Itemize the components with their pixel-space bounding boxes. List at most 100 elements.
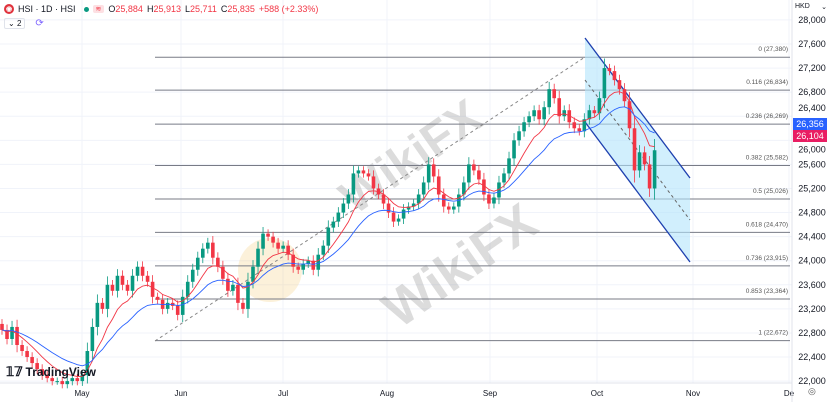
- fib-level-label: 0.736 (23,915): [746, 255, 788, 262]
- candle-body: [180, 296, 185, 315]
- candle-body: [55, 381, 60, 383]
- candle-body: [431, 164, 436, 177]
- candle-body: [502, 173, 506, 183]
- candle-body: [30, 357, 34, 364]
- candle-body: [211, 242, 215, 258]
- candle-body: [306, 260, 311, 264]
- candle-body: [637, 152, 642, 171]
- candle-body: [467, 164, 471, 183]
- candle-body: [346, 194, 351, 204]
- candle-body: [421, 182, 426, 195]
- channel-mid-line: [584, 79, 691, 221]
- price-tick-label: 22,000: [798, 376, 826, 386]
- ma-slow-price-tag: 26,356: [793, 118, 827, 130]
- settings-icon[interactable]: ◎: [808, 386, 816, 396]
- candle-body: [386, 203, 391, 213]
- market-open-icon: [83, 6, 89, 12]
- ma-fast-line: [1, 91, 655, 378]
- price-tick-label: 26,400: [798, 103, 826, 113]
- price-tick-label: 26,000: [798, 144, 826, 154]
- candle-body: [80, 375, 85, 382]
- candle-body: [512, 140, 516, 159]
- ma-slow-line: [1, 106, 655, 367]
- candle-body: [587, 110, 592, 120]
- fib-level-label: 0.618 (24,470): [746, 221, 788, 228]
- candle-body: [206, 242, 210, 249]
- candle-body: [391, 212, 396, 222]
- candle-body: [115, 275, 120, 291]
- currency-selector[interactable]: HKD ⌄: [795, 3, 827, 11]
- time-tick-label: Oct: [591, 389, 604, 398]
- candle-body: [95, 302, 100, 327]
- collapse-indicators-button[interactable]: ⌄ 2: [4, 18, 26, 29]
- chevron-down-icon: ⌄: [821, 4, 827, 11]
- candle-body: [381, 194, 386, 204]
- candle-body: [436, 176, 441, 195]
- candle-body: [632, 128, 637, 171]
- candle-body: [271, 236, 275, 243]
- channel-fill: [585, 38, 690, 262]
- candle-body: [411, 203, 416, 207]
- candle-body: [406, 206, 411, 210]
- candle-body: [517, 131, 521, 141]
- candle-body: [602, 68, 607, 99]
- candle-body: [321, 245, 326, 255]
- symbol-title[interactable]: HSI · 1D · HSI: [18, 4, 76, 14]
- candle-body: [622, 89, 627, 102]
- candle-body: [572, 122, 577, 129]
- tradingview-logo[interactable]: 𝟙𝟟 TradingView: [6, 364, 97, 379]
- time-tick-label: Sep: [483, 389, 498, 398]
- fib-trend-line: [154, 56, 586, 342]
- candle-body: [261, 233, 265, 249]
- sync-icon[interactable]: ⟳: [35, 18, 44, 29]
- symbol-logo-icon: ◉: [4, 4, 14, 14]
- candle-body: [40, 369, 44, 376]
- ohlc-low: L25,711: [184, 4, 217, 14]
- candle-body: [441, 194, 446, 207]
- candle-body: [311, 260, 316, 270]
- candle-body: [617, 80, 622, 90]
- candle-body: [75, 378, 80, 382]
- candle-body: [85, 351, 90, 376]
- candle-body: [426, 164, 431, 183]
- candle-body: [105, 284, 110, 309]
- fib-level-label: 0.5 (25,026): [753, 188, 788, 195]
- candle-body: [256, 248, 260, 267]
- price-tick-label: 22,400: [798, 352, 826, 362]
- candle-body: [371, 176, 376, 189]
- time-tick-label: Jun: [175, 389, 188, 398]
- price-tick-label: 26,800: [798, 87, 826, 97]
- price-tick-label: 23,600: [798, 280, 826, 290]
- price-tick-label: 25,600: [798, 159, 826, 169]
- price-tick-label: 25,200: [798, 183, 826, 193]
- candle-body: [0, 323, 4, 330]
- candle-body: [542, 107, 546, 120]
- candle-body: [562, 110, 567, 117]
- candle-body: [35, 363, 39, 370]
- price-tick-label: 24,800: [798, 208, 826, 218]
- fib-level-label: 1 (22,672): [758, 330, 788, 337]
- candle-body: [25, 351, 29, 358]
- candle-body: [537, 110, 541, 120]
- candle-body: [90, 326, 95, 352]
- ohlc-open: O25,884: [108, 4, 143, 14]
- candle-body: [326, 227, 331, 246]
- candle-body: [155, 296, 160, 300]
- candle-body: [50, 378, 54, 382]
- candle-body: [20, 345, 24, 352]
- candle-body: [301, 263, 305, 270]
- tradingview-icon: 𝟙𝟟: [6, 364, 23, 379]
- candle-body: [477, 170, 481, 180]
- candle-body: [577, 128, 582, 132]
- wikifx-watermark: WikiFX: [331, 90, 492, 225]
- candle-body: [281, 245, 285, 249]
- candle-body: [145, 275, 150, 282]
- candle-body: [612, 71, 617, 81]
- channel-upper-line: [584, 37, 691, 179]
- candle-body: [190, 269, 195, 282]
- candle-body: [15, 326, 19, 345]
- price-tick-label: 28,000: [798, 15, 826, 25]
- price-tick-label: 23,200: [798, 304, 826, 314]
